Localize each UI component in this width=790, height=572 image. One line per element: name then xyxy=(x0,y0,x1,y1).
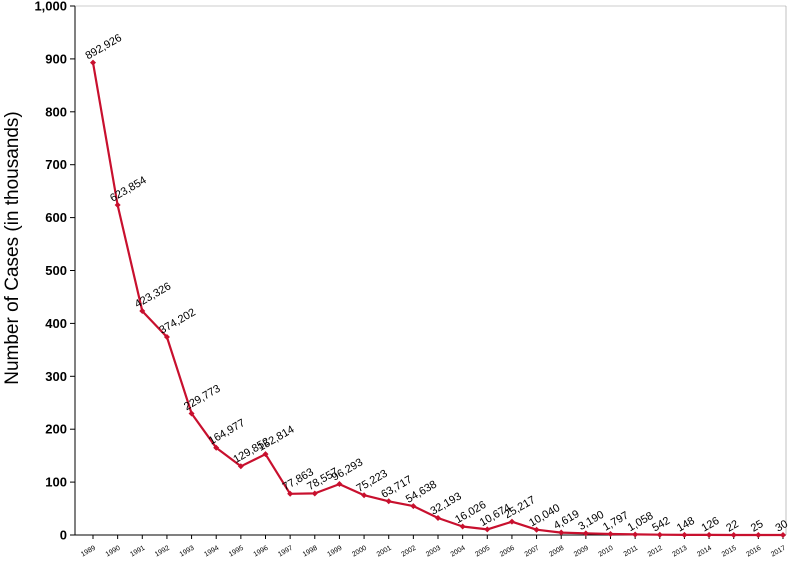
x-tick-label: 1990 xyxy=(105,545,122,559)
data-point xyxy=(139,308,146,315)
x-tick-label: 2004 xyxy=(450,545,467,559)
x-tick-label: 2001 xyxy=(376,545,393,559)
data-point xyxy=(311,490,318,497)
data-point xyxy=(361,492,368,499)
data-label: 3,190 xyxy=(576,509,606,533)
data-label: 126 xyxy=(700,515,722,535)
x-tick-label: 2005 xyxy=(474,545,491,559)
y-tick-label: 100 xyxy=(45,475,67,490)
data-point xyxy=(656,531,663,538)
data-point xyxy=(287,490,294,497)
x-tick-label: 2003 xyxy=(425,545,442,559)
y-tick-label: 900 xyxy=(45,51,67,66)
data-point xyxy=(484,526,491,533)
data-point xyxy=(336,481,343,488)
data-labels: 892,926623,854423,326374,202229,773164,9… xyxy=(84,32,790,535)
data-point xyxy=(385,498,392,505)
data-point xyxy=(533,526,540,533)
y-tick-label: 500 xyxy=(45,263,67,278)
data-label: 374,202 xyxy=(157,306,197,336)
x-tick-label: 1991 xyxy=(129,545,146,559)
x-tick-label: 1998 xyxy=(302,545,319,559)
y-axis-label: Number of Cases (in thousands) xyxy=(2,111,23,385)
data-point xyxy=(213,444,220,451)
y-tick-label: 1,000 xyxy=(34,0,67,14)
x-tick-label: 1989 xyxy=(80,545,97,559)
y-tick-label: 600 xyxy=(45,210,67,225)
data-label: 164,977 xyxy=(207,417,247,447)
y-tick-labels: 0 100 200 300 400 500 600 700 800 900 1,000 xyxy=(34,0,75,543)
x-tick-label: 2011 xyxy=(623,545,640,559)
x-tick-label: 2006 xyxy=(499,545,516,559)
series-cases xyxy=(91,62,783,537)
data-points xyxy=(90,59,786,538)
data-label: 25 xyxy=(749,518,766,535)
axes xyxy=(74,5,787,536)
data-point xyxy=(632,531,639,538)
data-label: 22 xyxy=(724,518,741,535)
x-tick-label: 1992 xyxy=(154,545,171,559)
data-point xyxy=(163,334,170,341)
x-tick-label: 2007 xyxy=(524,545,541,559)
x-tick-labels: 1989 1990 1991 1992 1993 1994 1995 1996 1997 1998… xyxy=(80,535,787,559)
x-tick-label: 1997 xyxy=(277,545,294,559)
x-tick-label: 1999 xyxy=(326,545,343,559)
data-label: 1,058 xyxy=(626,510,656,534)
data-point xyxy=(681,531,688,538)
data-point xyxy=(755,531,762,538)
x-tick-label: 2016 xyxy=(745,545,762,559)
data-point xyxy=(435,514,441,521)
x-tick-label: 2017 xyxy=(770,545,787,559)
data-point xyxy=(237,463,244,470)
y-tick-label: 700 xyxy=(45,157,67,172)
y-tick-label: 400 xyxy=(45,316,67,331)
data-label: 148 xyxy=(675,515,697,535)
x-tick-label: 2009 xyxy=(573,545,590,559)
data-label: 229,773 xyxy=(182,383,222,413)
series-line xyxy=(91,62,783,537)
data-point xyxy=(558,529,565,536)
y-tick-label: 0 xyxy=(60,528,67,543)
x-tick-label: 2010 xyxy=(598,545,615,559)
x-tick-label: 2015 xyxy=(721,545,738,559)
x-tick-label: 2012 xyxy=(647,545,664,559)
data-point xyxy=(459,523,466,530)
data-label: 96,293 xyxy=(330,456,365,483)
data-point xyxy=(780,531,786,538)
x-tick-label: 1996 xyxy=(253,545,270,559)
data-point xyxy=(706,531,713,538)
x-tick-label: 2008 xyxy=(548,545,565,559)
x-tick-label: 2002 xyxy=(400,545,417,559)
x-tick-label: 2014 xyxy=(696,545,713,559)
data-label: 892,926 xyxy=(84,32,124,62)
data-point xyxy=(90,59,96,66)
data-point xyxy=(607,531,614,538)
data-point xyxy=(188,410,195,417)
x-tick-label: 1994 xyxy=(203,545,220,559)
x-tick-label: 1993 xyxy=(179,545,196,559)
data-point xyxy=(730,531,737,538)
data-point xyxy=(114,201,121,208)
x-tick-label: 2013 xyxy=(671,545,688,559)
data-point xyxy=(262,451,269,458)
x-tick-label: 2000 xyxy=(351,545,368,559)
x-tick-label: 1995 xyxy=(228,545,245,559)
y-tick-label: 200 xyxy=(45,422,67,437)
data-point xyxy=(508,518,515,525)
data-point xyxy=(410,503,417,510)
y-tick-label: 800 xyxy=(45,104,67,119)
data-point xyxy=(582,530,589,537)
data-label: 1,797 xyxy=(601,509,631,533)
data-label: 30 xyxy=(774,518,790,535)
y-tick-label: 300 xyxy=(45,369,67,384)
